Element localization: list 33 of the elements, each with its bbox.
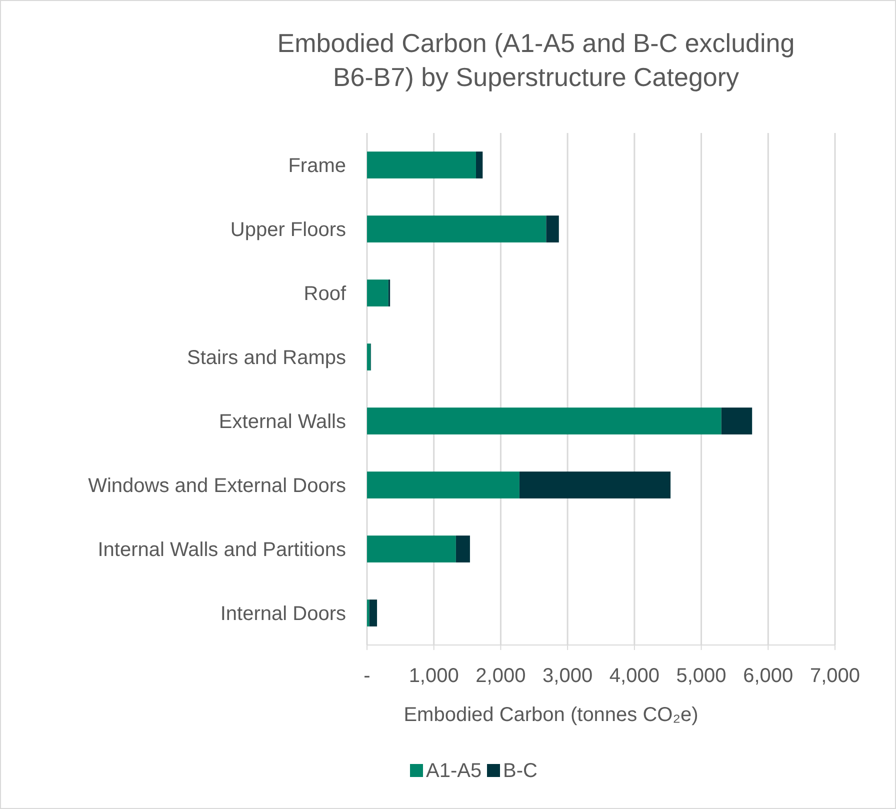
x-tick-label: 4,000 <box>609 665 660 687</box>
bar <box>721 408 752 434</box>
y-tick-label: Windows and External Doors <box>88 475 346 497</box>
y-tick-label: External Walls <box>218 411 346 433</box>
bar <box>546 216 559 242</box>
x-tick-label: 2,000 <box>476 665 526 687</box>
y-tick-label: Internal Walls and Partitions <box>98 539 346 561</box>
bar <box>367 408 722 434</box>
y-tick-label: Roof <box>304 283 346 305</box>
legend-label: B-C <box>503 760 538 782</box>
bar <box>456 536 470 562</box>
bar <box>367 152 476 178</box>
y-tick-label: Upper Floors <box>230 219 346 241</box>
bar <box>367 344 371 370</box>
x-tick-label: 3,000 <box>542 665 593 687</box>
y-tick-label: Frame <box>288 155 346 177</box>
y-tick-label: Stairs and Ramps <box>187 347 346 369</box>
x-tick-label: 1,000 <box>408 665 459 687</box>
y-tick-label: Internal Doors <box>220 603 346 625</box>
x-tick-label: 6,000 <box>743 665 794 687</box>
x-axis-title: Embodied Carbon (tonnes CO₂e) <box>404 704 698 726</box>
bar <box>369 600 378 626</box>
bar <box>367 216 546 242</box>
bar <box>367 472 520 498</box>
x-tick-label: 5,000 <box>676 665 726 687</box>
bar <box>367 536 456 562</box>
legend-label: A1-A5 <box>426 760 482 782</box>
chart-title: Embodied Carbon (A1-A5 and B-C excluding B6-B7) by Superstructure Category <box>277 28 795 92</box>
x-tick-label: - <box>364 665 370 687</box>
bar <box>519 472 671 498</box>
bar <box>476 152 483 178</box>
bar <box>367 280 388 306</box>
x-tick-label: 7,000 <box>810 665 860 687</box>
